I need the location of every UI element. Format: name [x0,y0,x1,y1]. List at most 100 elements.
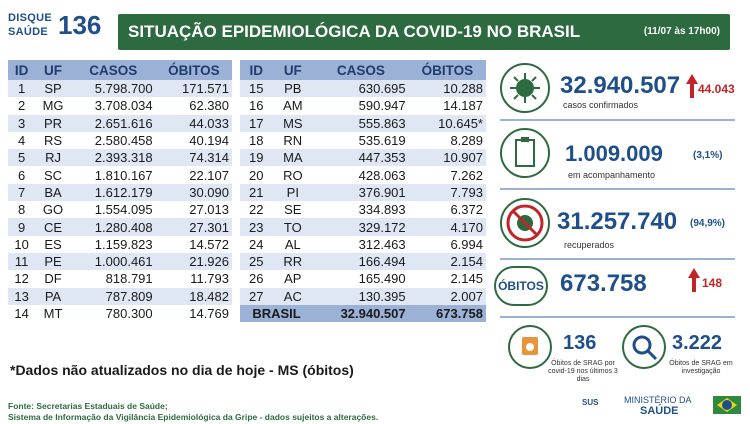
cell-casos: 2.580.458 [70,131,156,150]
cell-uf: SC [35,166,71,184]
recovered-value: 31.257.740 [557,208,678,235]
cell-obitos: 30.090 [155,183,232,202]
cell-casos: 1.612.179 [70,183,156,202]
cell-casos: 535.619 [313,131,409,150]
table-row: 25 RR 166.494 2.154 [240,252,486,271]
header-date: (11/07 às 17h00) [643,26,720,37]
cell-uf: AC [272,287,314,305]
cell-obitos: 21.926 [155,252,232,271]
cell-id: 2 [8,97,36,115]
srag2-label: Óbitos de SRAG em investigação [669,360,733,375]
cell-obitos: 27.013 [155,201,232,219]
header-bar: SITUAÇÃO EPIDEMIOLÓGICA DA COVID-19 NO B… [118,14,730,50]
cell-id: 13 [8,287,36,305]
cell-obitos: 22.107 [155,166,232,184]
col-casos: CASOS [313,60,409,80]
srag1-value: 136 [563,332,597,354]
table-row: 6 SC 1.810.167 22.107 [8,166,232,184]
cell-obitos: 7.793 [408,183,486,202]
cell-id: 22 [240,201,273,219]
cell-id: 3 [8,114,36,132]
cell-obitos: 74.314 [155,149,232,167]
cell-obitos: 18.482 [155,287,232,305]
table-row: 10 ES 1.159.823 14.572 [8,235,232,253]
cell-uf: DF [35,270,71,288]
cell-obitos: 27.301 [155,218,232,236]
cell-obitos: 4.170 [408,218,486,236]
cell-uf: BA [35,183,71,202]
cell-casos: 1.159.823 [70,235,156,253]
source-line2: Sistema de Informação da Vigilância Epid… [8,412,379,422]
recovered-label: recuperados [564,240,615,250]
divider [500,316,735,318]
total-obitos: 673.758 [408,304,486,323]
cell-casos: 334.893 [313,201,409,219]
col-uf: UF [272,60,314,80]
cell-id: 24 [240,235,273,253]
logo-line2: SAÚDE [8,26,49,38]
table-row: 20 RO 428.063 7.262 [240,166,486,184]
clipboard-icon [500,128,550,178]
cell-obitos: 6.372 [408,201,486,219]
table-row: 4 RS 2.580.458 40.194 [8,131,232,150]
deaths-delta: 148 [702,276,723,290]
cell-casos: 2.651.616 [70,114,156,132]
up-arrow-icon [688,268,700,278]
magnifier-icon [622,325,666,369]
total-row: BRASIL 32.940.507 673.758 [240,304,486,323]
cell-uf: TO [272,218,314,236]
cell-uf: CE [35,218,71,236]
table-row: 9 CE 1.280.408 27.301 [8,218,232,236]
divider [500,119,735,121]
confirmed-value: 32.940.507 [560,72,681,99]
source-line1: Fonte: Secretarias Estaduais de Saúde; [8,401,168,411]
cell-casos: 166.494 [313,252,409,271]
cell-id: 7 [8,183,36,202]
table-row: 27 AC 130.395 2.007 [240,287,486,305]
states-table-left: ID UF CASOS ÓBITOS 1 SP 5.798.700 171.571 2 M… [8,60,232,323]
col-obitos: ÓBITOS [408,60,486,80]
table-row: 2 MG 3.708.034 62.380 [8,97,232,115]
cell-id: 19 [240,149,273,167]
cell-uf: RS [35,131,71,150]
cell-id: 15 [240,80,273,98]
cell-id: 8 [8,201,36,219]
cell-casos: 1.554.095 [70,201,156,219]
cell-casos: 3.708.034 [70,97,156,115]
col-id: ID [240,60,273,80]
cell-uf: RN [272,131,314,150]
cell-uf: ES [35,235,71,253]
cell-casos: 630.695 [313,80,409,98]
cell-id: 23 [240,218,273,236]
cell-id: 18 [240,131,273,150]
cell-id: 5 [8,149,36,167]
logo-line1: DISQUE [8,12,52,24]
table-row: 14 MT 780.300 14.769 [8,304,232,323]
cell-id: 21 [240,183,273,202]
footnote: *Dados não atualizados no dia de hoje - … [10,362,354,378]
confirmed-label: casos confirmados [563,100,639,110]
deaths-value: 673.758 [560,270,647,297]
cell-obitos: 171.571 [155,80,232,98]
table-row: 5 RJ 2.393.318 74.314 [8,149,232,167]
total-label: BRASIL [240,304,314,323]
ministerio-label: MINISTÉRIO DA [624,395,692,405]
page-title: SITUAÇÃO EPIDEMIOLÓGICA DA COVID-19 NO B… [128,22,581,41]
cell-obitos: 10.645* [408,114,486,132]
cell-obitos: 2.007 [408,287,486,305]
table-row: 11 PE 1.000.461 21.926 [8,252,232,271]
virus-icon [500,63,550,113]
divider [500,258,735,260]
cell-uf: MS [272,114,314,132]
cell-casos: 329.172 [313,218,409,236]
cell-casos: 780.300 [70,304,156,323]
cell-casos: 1.810.167 [70,166,156,184]
cell-uf: RR [272,252,314,271]
cell-casos: 590.947 [313,97,409,115]
cell-obitos: 40.194 [155,131,232,150]
cell-obitos: 10.288 [408,80,486,98]
cell-id: 27 [240,287,273,305]
cell-uf: AL [272,235,314,253]
table-row: 1 SP 5.798.700 171.571 [8,80,232,98]
cell-obitos: 11.793 [155,270,232,288]
